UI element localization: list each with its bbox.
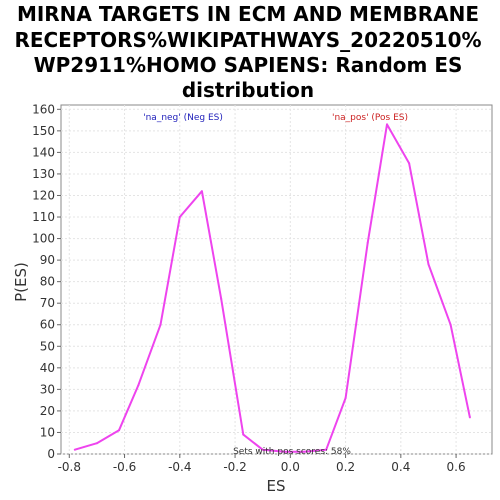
pos-es-label: 'na_pos' (Pos ES) — [332, 113, 408, 123]
y-tick-label: 80 — [40, 275, 55, 289]
data-point — [344, 397, 347, 399]
data-point — [137, 384, 140, 387]
data-point — [73, 448, 76, 451]
data-point — [261, 448, 264, 451]
data-point — [303, 450, 306, 453]
chart-title-line-1: MIRNA TARGETS IN ECM AND MEMBRANE — [17, 2, 479, 26]
y-tick-label: 60 — [40, 318, 55, 332]
chart-title-line-2: RECEPTORS%WIKIPATHWAYS_20220510% — [14, 28, 481, 52]
neg-es-label: 'na_neg' (Neg ES) — [143, 113, 223, 123]
y-tick-label: 90 — [40, 253, 55, 267]
data-point — [118, 429, 120, 432]
chart-title-line-4: distribution — [182, 78, 314, 102]
plot-area — [60, 104, 493, 455]
y-tick-label: 50 — [40, 339, 55, 353]
y-tick-label: 140 — [32, 145, 55, 159]
x-tick-label: -0.2 — [223, 460, 246, 474]
data-point — [242, 433, 245, 436]
y-tick-label: 100 — [32, 232, 55, 246]
chart-title-line-3: WP2911%HOMO SAPIENS: Random ES — [34, 53, 463, 77]
x-axis-label: ES — [267, 477, 286, 495]
x-tick-label: 0.0 — [281, 460, 300, 474]
data-point — [408, 162, 411, 165]
chart-title: MIRNA TARGETS IN ECM AND MEMBRANE RECEPT… — [14, 2, 481, 102]
data-point — [468, 416, 471, 419]
series-layer — [73, 123, 471, 453]
x-tick-label: -0.8 — [58, 460, 81, 474]
data-point — [95, 442, 98, 445]
y-tick-label: 130 — [32, 167, 55, 181]
x-axis-ticks: -0.8 -0.6 -0.4 -0.2 0.0 0.2 0.4 0.6 — [58, 454, 466, 474]
data-point — [366, 241, 369, 244]
y-tick-label: 160 — [32, 102, 55, 116]
x-tick-label: 0.4 — [391, 460, 410, 474]
y-tick-label: 150 — [32, 124, 55, 138]
x-tick-label: 0.2 — [336, 460, 355, 474]
y-tick-label: 0 — [47, 447, 55, 461]
y-tick-label: 20 — [40, 404, 55, 418]
y-tick-label: 10 — [40, 425, 55, 439]
data-point — [427, 263, 430, 266]
y-tick-label: 30 — [40, 382, 55, 396]
data-point — [178, 216, 181, 218]
y-tick-label: 70 — [40, 296, 55, 310]
y-tick-label: 120 — [32, 188, 55, 202]
data-point — [325, 448, 328, 451]
es-distribution-line — [74, 123, 471, 453]
data-point — [283, 450, 286, 453]
y-tick-label: 110 — [32, 210, 55, 224]
y-axis-label: P(ES) — [12, 262, 30, 302]
pos-scores-footer: Sets with pos scores: 58% — [233, 447, 351, 457]
data-point — [200, 190, 203, 193]
data-point — [159, 323, 162, 326]
data-point — [386, 123, 388, 126]
data-point — [220, 297, 223, 300]
x-tick-label: 0.6 — [447, 460, 466, 474]
x-tick-label: -0.6 — [113, 460, 136, 474]
y-axis-ticks: 0 10 20 30 40 50 60 70 80 90 100 110 120 130 140 150 160 — [32, 102, 61, 461]
data-point — [449, 323, 452, 326]
y-tick-label: 40 — [40, 361, 55, 375]
x-tick-label: -0.4 — [168, 460, 191, 474]
